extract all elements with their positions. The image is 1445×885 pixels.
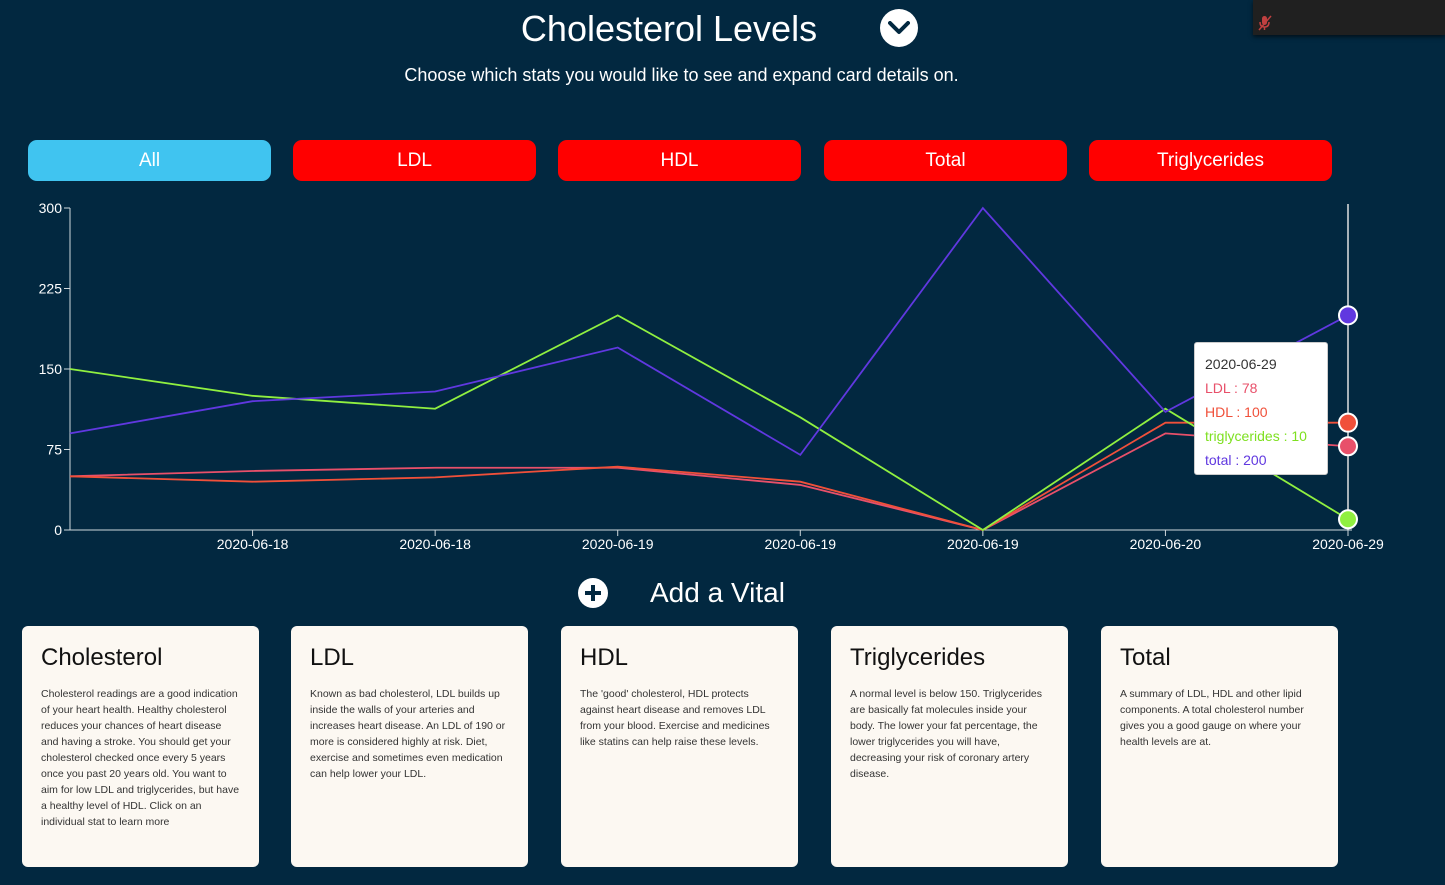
card-ldl[interactable]: LDL Known as bad cholesterol, LDL builds…	[291, 626, 528, 867]
expand-button[interactable]	[880, 9, 918, 47]
tooltip-date: 2020-06-29	[1205, 356, 1277, 372]
x-tick-label: 2020-06-29	[1312, 536, 1384, 552]
card-title: HDL	[580, 644, 629, 671]
x-tick-label: 2020-06-20	[1130, 536, 1202, 552]
filter-ldl-button[interactable]: LDL	[293, 140, 536, 181]
corner-widget	[1253, 0, 1445, 35]
x-tick-label: 2020-06-19	[582, 536, 654, 552]
card-text: A normal level is below 150. Triglycerid…	[850, 688, 1043, 780]
card-title: Cholesterol	[41, 644, 163, 671]
card-text: A summary of LDL, HDL and other lipid co…	[1120, 688, 1304, 748]
chevron-down-icon	[888, 21, 910, 34]
card-title: Total	[1120, 644, 1171, 671]
y-tick-label: 150	[39, 361, 63, 377]
y-tick-label: 225	[39, 281, 63, 297]
x-tick-label: 2020-06-19	[947, 536, 1019, 552]
hdl-series-line	[69, 421, 1348, 531]
triglycerides-series-line	[69, 314, 1349, 532]
filter-total-button[interactable]: Total	[824, 140, 1067, 181]
page-title: Cholesterol Levels	[520, 8, 818, 49]
filter-hdl-button[interactable]: HDL	[558, 140, 801, 181]
triglycerides-active-point	[1338, 509, 1358, 530]
total-active-point	[1338, 305, 1358, 326]
tooltip-triglycerides: triglycerides : 10	[1205, 428, 1307, 444]
x-tick-label: 2020-06-19	[764, 536, 836, 552]
tooltip-total: total : 200	[1205, 452, 1267, 468]
add-vital-button[interactable]: Add a Vital	[578, 577, 785, 609]
tooltip-hdl: HDL : 100	[1205, 404, 1268, 420]
card-total[interactable]: Total A summary of LDL, HDL and other li…	[1101, 626, 1338, 867]
filter-triglycerides-button[interactable]: Triglycerides	[1089, 140, 1332, 181]
hdl-active-point	[1338, 412, 1358, 433]
add-vital-label: Add a Vital	[650, 577, 785, 608]
card-title: Triglycerides	[850, 644, 986, 671]
y-tick-label: 300	[39, 200, 63, 216]
cholesterol-line-chart[interactable]: 0 75 150 225 300 2020-06-18 2020-06-18 2020-06-…	[0, 190, 1445, 560]
card-cholesterol[interactable]: Cholesterol Cholesterol readings are a g…	[22, 626, 259, 867]
filter-all-button[interactable]: All	[28, 140, 271, 181]
x-tick-label: 2020-06-18	[399, 536, 471, 552]
total-series-line	[69, 206, 1349, 457]
chart-tooltip: 2020-06-29 LDL : 78 HDL : 100 triglyceri…	[1194, 342, 1328, 475]
tooltip-ldl: LDL : 78	[1205, 380, 1258, 396]
plus-circle-icon	[578, 578, 608, 608]
card-text: Known as bad cholesterol, LDL builds up …	[310, 688, 506, 780]
y-tick-label: 75	[46, 442, 62, 458]
x-tick-label: 2020-06-18	[217, 536, 289, 552]
card-text: The 'good' cholesterol, HDL protects aga…	[580, 688, 770, 748]
card-text: Cholesterol readings are a good indicati…	[41, 688, 240, 828]
card-title: LDL	[310, 644, 355, 671]
ldl-series-line	[69, 432, 1349, 531]
card-hdl[interactable]: HDL The 'good' cholesterol, HDL protects…	[561, 626, 798, 867]
card-triglycerides[interactable]: Triglycerides A normal level is below 15…	[831, 626, 1068, 867]
ldl-active-point	[1338, 436, 1358, 457]
page-subtitle: Choose which stats you would like to see…	[404, 65, 959, 85]
mic-muted-icon[interactable]	[1258, 15, 1272, 31]
y-tick-label: 0	[54, 522, 62, 538]
